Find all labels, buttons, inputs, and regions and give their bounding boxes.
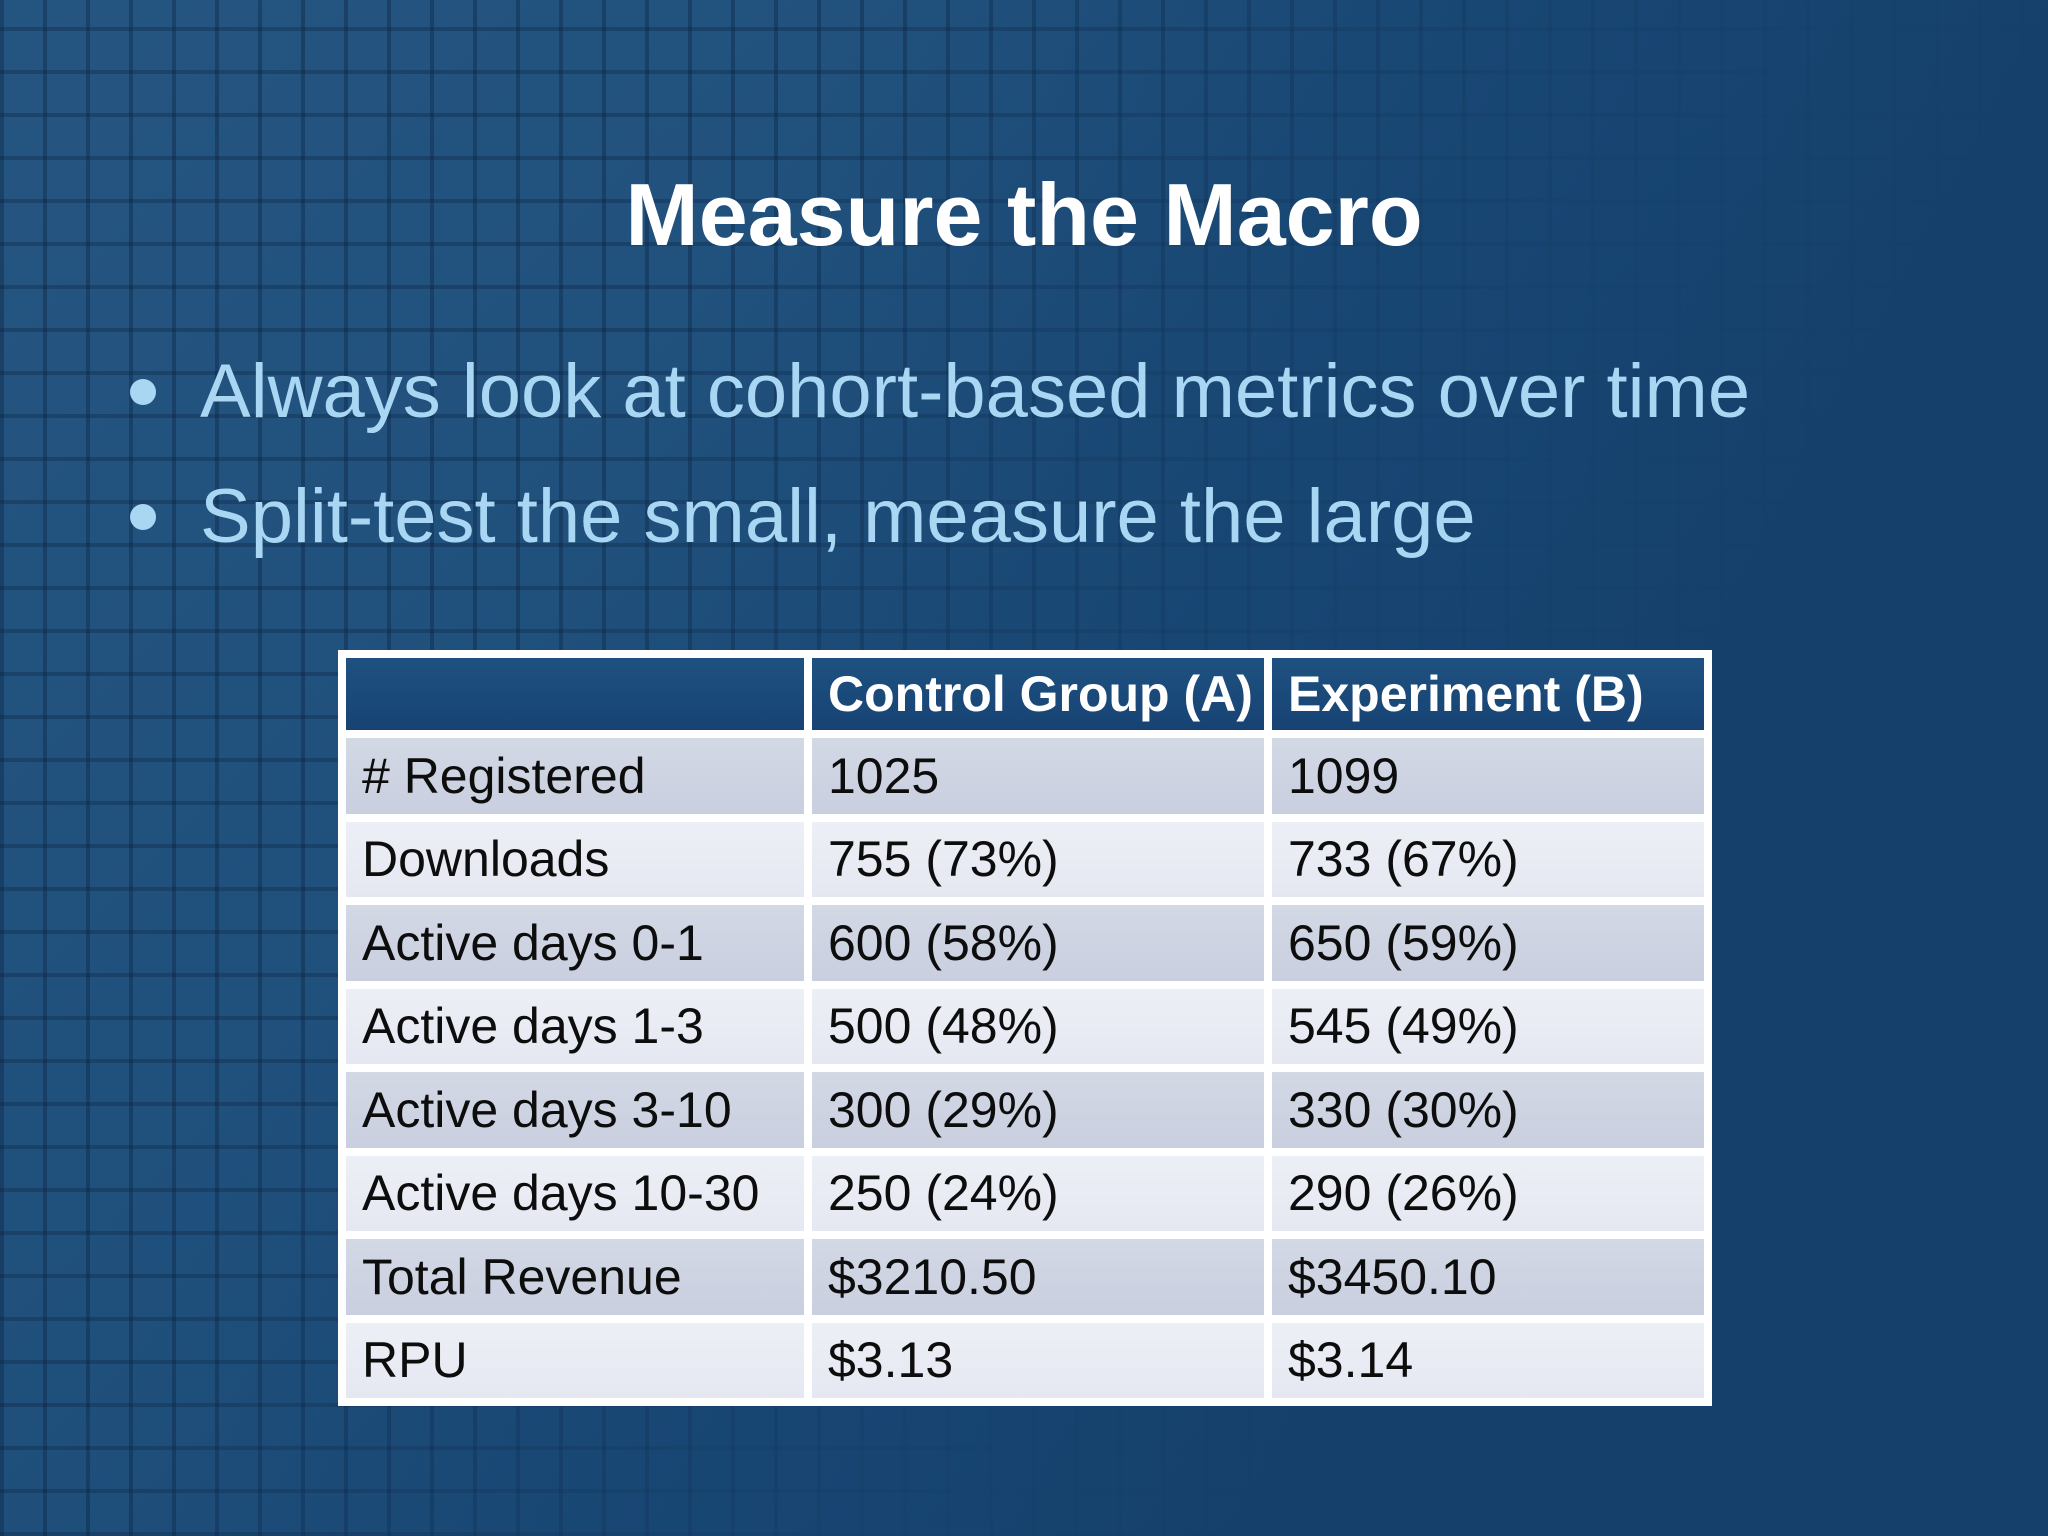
row-label-cell: Downloads <box>346 821 804 897</box>
control-value-cell: 250 (24%) <box>812 1155 1264 1231</box>
metrics-table: Control Group (A) Experiment (B) # Regis… <box>338 650 1712 1406</box>
row-label-cell: Active days 10-30 <box>346 1155 804 1231</box>
bullet-text: Always look at cohort-based metrics over… <box>200 349 1751 434</box>
table-header-empty-cell <box>346 658 804 730</box>
row-label-cell: Total Revenue <box>346 1239 804 1315</box>
experiment-value-cell: $3.14 <box>1272 1322 1704 1398</box>
row-label-cell: Active days 0-1 <box>346 905 804 981</box>
row-label-cell: Active days 3-10 <box>346 1072 804 1148</box>
experiment-value-cell: 545 (49%) <box>1272 988 1704 1064</box>
bullet-list: Always look at cohort-based metrics over… <box>130 352 1750 602</box>
experiment-value-cell: 733 (67%) <box>1272 821 1704 897</box>
control-value-cell: $3.13 <box>812 1322 1264 1398</box>
control-value-cell: 1025 <box>812 738 1264 814</box>
bullet-item: Always look at cohort-based metrics over… <box>130 352 1750 432</box>
control-value-cell: 300 (29%) <box>812 1072 1264 1148</box>
bullet-text: Split-test the small, measure the large <box>200 474 1476 559</box>
table-header-experiment: Experiment (B) <box>1272 658 1704 730</box>
experiment-value-cell: $3450.10 <box>1272 1239 1704 1315</box>
control-value-cell: 500 (48%) <box>812 988 1264 1064</box>
row-label-cell: Active days 1-3 <box>346 988 804 1064</box>
control-value-cell: 755 (73%) <box>812 821 1264 897</box>
experiment-value-cell: 650 (59%) <box>1272 905 1704 981</box>
bullet-dot-icon <box>130 379 156 405</box>
table-header-control-group: Control Group (A) <box>812 658 1264 730</box>
control-value-cell: 600 (58%) <box>812 905 1264 981</box>
bullet-item: Split-test the small, measure the large <box>130 477 1750 557</box>
row-label-cell: # Registered <box>346 738 804 814</box>
bullet-dot-icon <box>130 504 156 530</box>
control-value-cell: $3210.50 <box>812 1239 1264 1315</box>
experiment-value-cell: 330 (30%) <box>1272 1072 1704 1148</box>
experiment-value-cell: 290 (26%) <box>1272 1155 1704 1231</box>
experiment-value-cell: 1099 <box>1272 738 1704 814</box>
slide-title: Measure the Macro <box>625 164 1423 264</box>
row-label-cell: RPU <box>346 1322 804 1398</box>
